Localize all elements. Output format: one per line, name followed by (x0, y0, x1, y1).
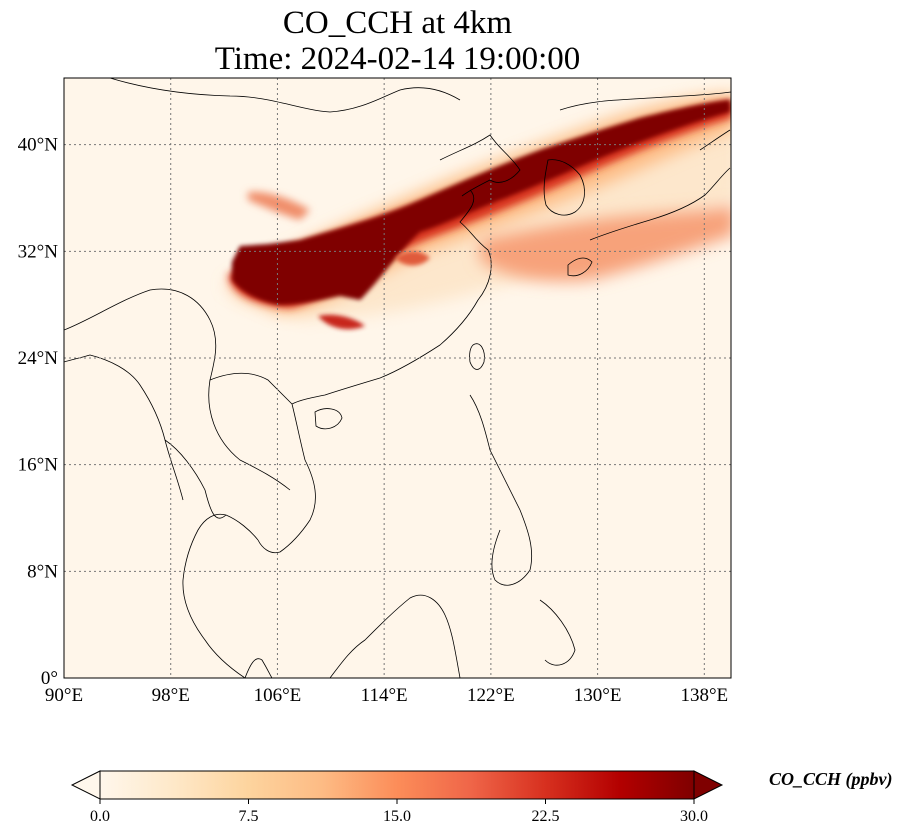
vietnam-coastline (257, 403, 316, 554)
map-title-line1: CO_CCH at 4km (282, 5, 513, 41)
hainan-coastline (314, 408, 343, 430)
colorbar-extend-max (693, 770, 724, 800)
lon-tick-label: 98°E (152, 685, 190, 706)
lon-tick-label: 138°E (680, 685, 728, 706)
lat-tick-label: 32°N (18, 241, 59, 262)
russia-border (559, 91, 731, 111)
lat-tick-label: 16°N (18, 455, 59, 476)
philippines-coastline (469, 394, 533, 586)
longitude-labels: 90°E 98°E 106°E 114°E 122°E 130°E 138°E (45, 685, 728, 706)
latitude-labels: 0° 8°N 16°N 24°N 32°N 40°N (18, 135, 59, 689)
japan-honshu (589, 167, 731, 241)
japan-hokkaido (699, 129, 731, 151)
malay-coastline (244, 658, 273, 678)
taiwan-coastline (469, 343, 485, 370)
lon-tick-label: 106°E (254, 685, 302, 706)
plume-gap (395, 251, 430, 266)
plume-core (232, 100, 730, 305)
colorbar-tick-label: 15.0 (383, 808, 411, 825)
japan-kyushu (567, 257, 593, 277)
lon-tick-label: 90°E (45, 685, 83, 706)
mongolia-border (109, 78, 461, 113)
gulf-thailand-coast (182, 513, 259, 678)
colorbar: 0.0 7.5 15.0 22.5 30.0 (70, 770, 724, 825)
border-china-myanmar (64, 288, 217, 381)
border-laos (208, 379, 291, 491)
colorbar-tick-label: 30.0 (680, 808, 708, 825)
lat-tick-label: 0° (41, 668, 58, 689)
border-china-vietnam (209, 372, 293, 405)
colorbar-gradient (100, 771, 694, 799)
bohai-coastline (439, 134, 521, 197)
borneo-coastline (329, 594, 461, 678)
lon-tick-label: 114°E (361, 685, 408, 706)
colorbar-ticks: 0.0 7.5 15.0 22.5 30.0 (90, 799, 708, 825)
map-title-line2: Time: 2024-02-14 19:00:00 (214, 41, 581, 77)
colorbar-extend-min (70, 770, 101, 800)
map-frame (63, 77, 732, 679)
plume-tail (318, 314, 365, 330)
korea-coastline (543, 159, 585, 216)
colorbar-tick-label: 0.0 (90, 808, 110, 825)
colorbar-tick-label: 7.5 (239, 808, 259, 825)
myanmar-coast (64, 354, 184, 501)
lat-tick-label: 40°N (18, 135, 59, 156)
colorbar-tick-label: 22.5 (532, 808, 560, 825)
co-plume (225, 90, 731, 330)
lat-tick-label: 8°N (27, 561, 58, 582)
colorbar-label: CO_CCH (ppbv) (769, 769, 893, 789)
lon-tick-label: 122°E (467, 685, 515, 706)
china-coastline (291, 189, 492, 405)
border-thailand (164, 439, 227, 519)
plume-branch-japan (480, 205, 731, 282)
coastlines (64, 78, 731, 678)
lat-tick-label: 24°N (18, 348, 59, 369)
mindanao-coastline (539, 599, 576, 666)
lon-tick-label: 130°E (574, 685, 622, 706)
plume-west-patch (248, 191, 310, 220)
